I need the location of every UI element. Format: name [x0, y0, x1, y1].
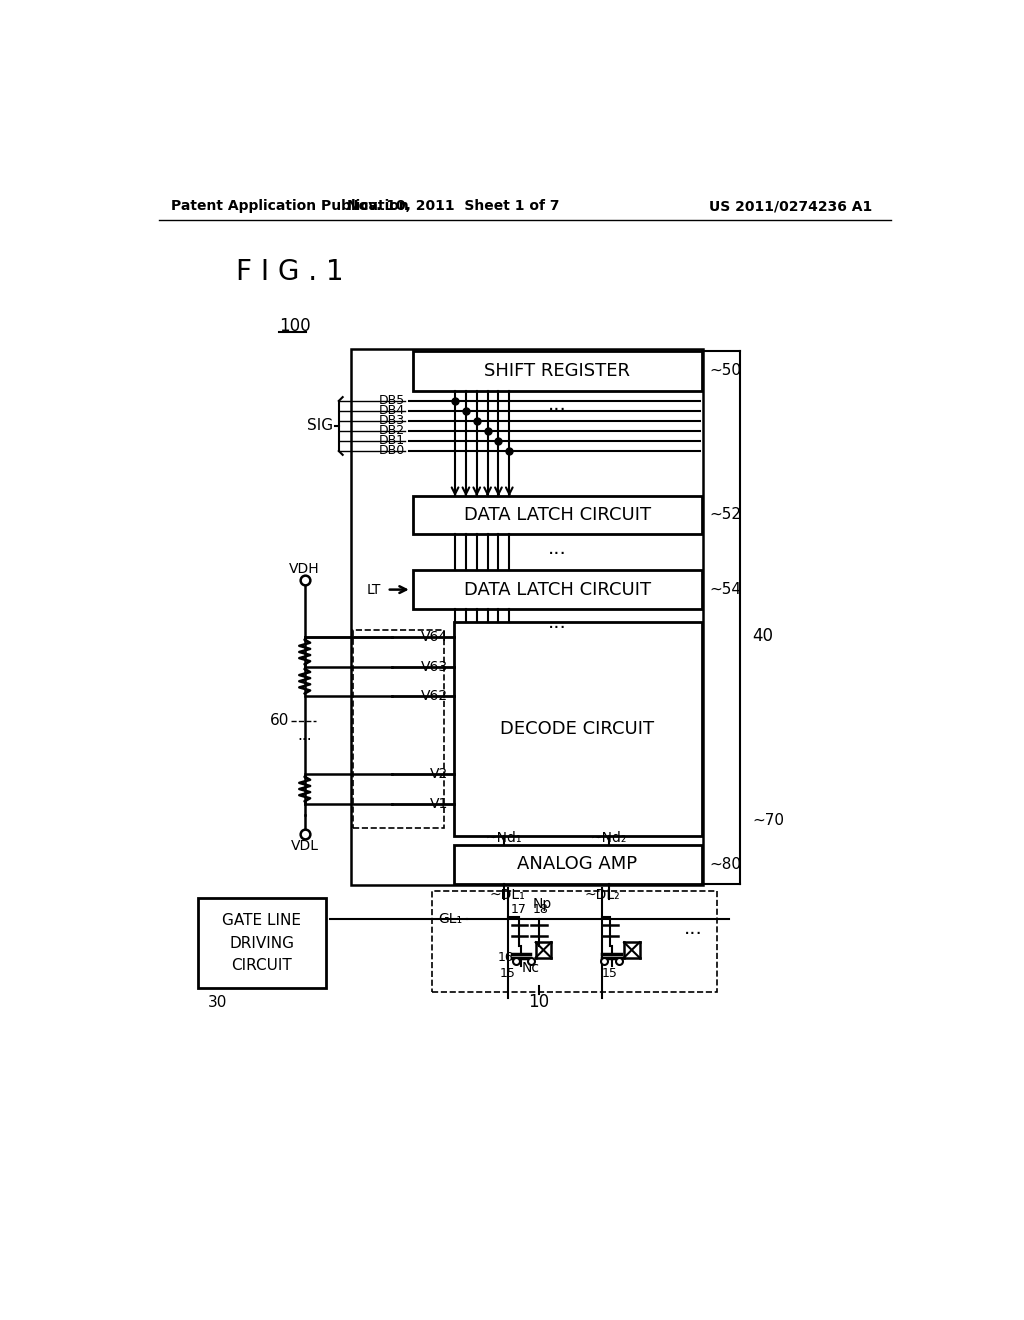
Text: ~54: ~54 — [710, 582, 741, 597]
Text: Np: Np — [534, 896, 552, 911]
Text: 10: 10 — [528, 993, 549, 1011]
Text: V1: V1 — [430, 797, 449, 810]
Text: ~DL₂: ~DL₂ — [585, 887, 621, 902]
Text: ~80: ~80 — [710, 857, 741, 873]
Text: DB4: DB4 — [379, 404, 404, 417]
Text: ...: ... — [548, 614, 566, 632]
Text: SHIFT REGISTER: SHIFT REGISTER — [484, 362, 631, 380]
Text: DECODE CIRCUIT: DECODE CIRCUIT — [501, 719, 654, 738]
Text: DB3: DB3 — [379, 414, 404, 428]
Text: US 2011/0274236 A1: US 2011/0274236 A1 — [709, 199, 872, 213]
Text: 60: 60 — [270, 713, 289, 729]
Text: ~Nd₂: ~Nd₂ — [590, 830, 627, 845]
Text: ~DL₁: ~DL₁ — [489, 887, 525, 902]
Text: DB1: DB1 — [379, 434, 404, 447]
Text: DB0: DB0 — [379, 445, 404, 458]
Text: ...: ... — [297, 727, 312, 743]
Text: DB2: DB2 — [379, 425, 404, 437]
Text: ~Nd₁: ~Nd₁ — [485, 830, 522, 845]
Bar — [432, 891, 717, 991]
Text: ...: ... — [684, 919, 703, 939]
Text: V63: V63 — [421, 660, 449, 673]
Text: DATA LATCH CIRCUIT: DATA LATCH CIRCUIT — [464, 581, 651, 598]
Text: SIG: SIG — [307, 418, 334, 433]
Bar — [352, 630, 444, 829]
Text: Nc: Nc — [522, 961, 540, 975]
Text: 17: 17 — [511, 903, 526, 916]
Text: DB5: DB5 — [379, 395, 404, 408]
Text: ~50: ~50 — [710, 363, 741, 379]
Text: 16: 16 — [498, 952, 513, 964]
Text: DATA LATCH CIRCUIT: DATA LATCH CIRCUIT — [464, 506, 651, 524]
Text: GL₁: GL₁ — [438, 912, 463, 927]
Text: Nov. 10, 2011  Sheet 1 of 7: Nov. 10, 2011 Sheet 1 of 7 — [347, 199, 560, 213]
Text: 15: 15 — [500, 966, 516, 979]
Text: 100: 100 — [280, 317, 310, 335]
Bar — [454, 845, 701, 884]
Text: F I G . 1: F I G . 1 — [237, 259, 344, 286]
Text: ...: ... — [548, 395, 566, 414]
Text: VDH: VDH — [290, 562, 321, 576]
Bar — [414, 570, 701, 609]
Text: ...: ... — [548, 539, 566, 557]
Text: ANALOG AMP: ANALOG AMP — [517, 855, 638, 874]
Bar — [414, 496, 701, 535]
Text: ~70: ~70 — [752, 813, 784, 828]
Bar — [454, 622, 701, 836]
Text: 30: 30 — [208, 995, 226, 1010]
Text: V62: V62 — [421, 689, 449, 702]
Text: 15: 15 — [602, 966, 618, 979]
Text: 18: 18 — [532, 903, 548, 916]
Text: VDL: VDL — [291, 840, 318, 853]
Text: GATE LINE
DRIVING
CIRCUIT: GATE LINE DRIVING CIRCUIT — [222, 913, 301, 973]
Text: ~52: ~52 — [710, 507, 741, 523]
Text: V2: V2 — [430, 767, 449, 781]
Bar — [414, 351, 701, 391]
Text: LT: LT — [367, 582, 381, 597]
Bar — [351, 350, 703, 886]
Text: V64: V64 — [421, 631, 449, 644]
Text: Patent Application Publication: Patent Application Publication — [171, 199, 409, 213]
Text: 40: 40 — [752, 627, 773, 644]
Bar — [198, 898, 326, 989]
